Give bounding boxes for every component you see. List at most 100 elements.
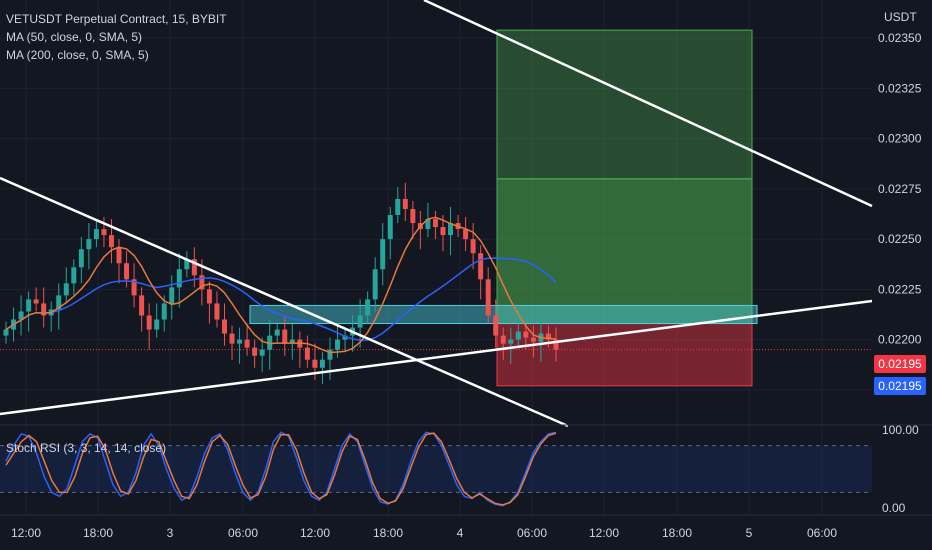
candle-body [342, 335, 348, 340]
candle-body [108, 235, 114, 248]
candle-body [154, 319, 160, 330]
candle-body [410, 208, 416, 224]
stoch-k-line [5, 431, 557, 507]
ma50-line [5, 216, 557, 354]
candle-body [229, 333, 235, 344]
ma200-label[interactable]: MA (200, close, 0, SMA, 5) [6, 48, 149, 62]
candle-body [500, 335, 506, 344]
x-tick-label: 06:00 [517, 526, 547, 540]
x-tick-label: 12:00 [589, 526, 619, 540]
candle-body [101, 229, 107, 236]
candle-body [365, 299, 371, 316]
candles [3, 182, 559, 384]
candle-body [71, 267, 77, 284]
candle-body [523, 331, 529, 338]
candle-body [387, 215, 393, 240]
stoch-label[interactable]: Stoch RSI (3, 3, 14, 14, close) [6, 441, 167, 455]
y-tick-label: 0.02325 [878, 81, 922, 95]
candle-body [380, 239, 386, 270]
candle-body [425, 219, 431, 230]
candle-body [304, 347, 310, 360]
candle-body [237, 339, 243, 344]
last-price-tag: 0.02195 [874, 355, 926, 373]
candle-body [485, 279, 491, 316]
stoch-tick-label: 0.00 [882, 501, 906, 515]
target-zone-upper [496, 29, 753, 180]
candle-body [206, 289, 212, 304]
candle-body [289, 339, 295, 344]
candle-body [161, 303, 167, 320]
trendline-descending-lower [0, 176, 569, 428]
y-tick-label: 0.02350 [878, 31, 922, 45]
stoch-tick-label: 100.00 [882, 423, 919, 437]
candle-body [259, 349, 265, 356]
stoch-d-line [5, 432, 557, 506]
candle-body [478, 253, 484, 280]
candle-body [530, 337, 536, 342]
trendline-descending-upper [423, 0, 873, 208]
candle-body [327, 349, 333, 360]
y-tick-label: 0.02250 [878, 232, 922, 246]
candle-body [63, 283, 69, 296]
candle-body [139, 295, 145, 316]
x-tick-label: 18:00 [662, 526, 692, 540]
candle-body [221, 319, 227, 334]
ma200-line [5, 257, 557, 341]
candle-body [33, 299, 39, 304]
candle-body [357, 315, 363, 328]
x-tick-label: 5 [746, 526, 753, 540]
grid [0, 0, 872, 515]
candle-body [282, 329, 288, 344]
position-zones [0, 29, 872, 387]
candle-body [274, 329, 280, 336]
symbol-title[interactable]: VETUSDT Perpetual Contract, 15, BYBIT [6, 12, 227, 26]
candle-body [553, 339, 559, 350]
candle-body [116, 247, 122, 264]
candle-body [78, 249, 84, 268]
x-tick-label: 18:00 [83, 526, 113, 540]
candle-body [508, 339, 514, 344]
candle-body [244, 339, 250, 348]
x-tick-label: 3 [167, 526, 174, 540]
candle-body [214, 303, 220, 320]
candle-body [463, 229, 469, 240]
moving-averages [5, 216, 557, 354]
candle-body [18, 311, 24, 320]
x-tick-label: 4 [457, 526, 464, 540]
stoch-lines [5, 431, 557, 507]
candle-body [395, 198, 401, 216]
ma50-label[interactable]: MA (50, close, 0, SMA, 5) [6, 30, 143, 44]
ma-price-tag: 0.02195 [874, 377, 926, 395]
candle-body [169, 287, 175, 304]
candle-body [199, 275, 205, 290]
candle-body [515, 331, 521, 340]
legend: VETUSDT Perpetual Contract, 15, BYBIT MA… [6, 10, 227, 64]
x-tick-label: 12:00 [11, 526, 41, 540]
candle-body [131, 279, 137, 296]
candle-body [440, 227, 446, 236]
candle-body [93, 229, 99, 240]
candle-body [124, 263, 130, 280]
y-tick-label: 0.02200 [878, 333, 922, 347]
candle-body [432, 219, 438, 228]
candle-body [448, 223, 454, 236]
candle-body [312, 359, 318, 368]
candle-body [402, 198, 408, 209]
candle-body [372, 269, 378, 300]
candle-body [545, 333, 551, 340]
x-tick-label: 06:00 [228, 526, 258, 540]
candle-body [41, 303, 47, 316]
candle-body [86, 239, 92, 250]
trendlines[interactable] [0, 0, 873, 428]
candle-body [184, 259, 190, 270]
candle-body [3, 329, 9, 336]
candle-body [267, 335, 273, 350]
candle-body [493, 315, 499, 336]
candle-body [26, 299, 32, 312]
x-tick-label: 06:00 [807, 526, 837, 540]
candle-body [146, 315, 152, 330]
trendline-ascending [0, 299, 873, 416]
x-tick-label: 18:00 [373, 526, 403, 540]
x-tick-label: 12:00 [300, 526, 330, 540]
